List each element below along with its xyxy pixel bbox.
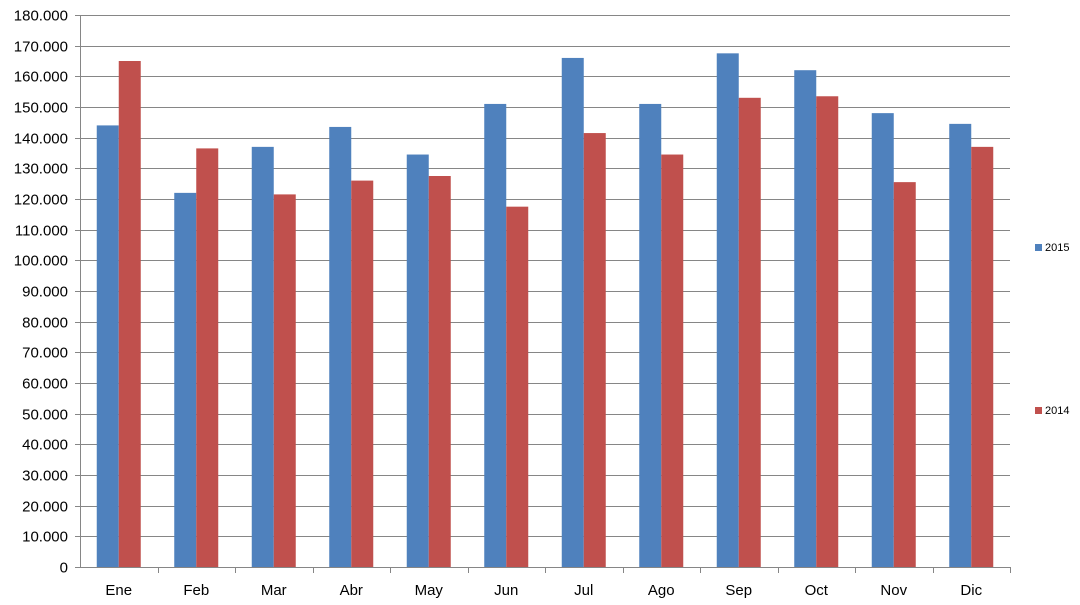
x-tick-label: Sep: [725, 582, 752, 599]
bar-2015-oct: [794, 70, 817, 567]
y-tick-label: 100.000: [14, 253, 68, 270]
legend-label-2014: 2014: [1045, 405, 1069, 417]
x-tick-label: Abr: [340, 582, 363, 599]
x-tick-label: Feb: [183, 582, 209, 599]
bar-2014-feb: [196, 148, 219, 567]
x-tick-label: Ago: [648, 582, 675, 599]
y-tick-label: 30.000: [22, 468, 68, 485]
bar-2014-dic: [971, 146, 994, 567]
x-tick-label: May: [415, 582, 444, 599]
x-tick-label: Mar: [261, 582, 287, 599]
legend: 2015 2014: [1035, 242, 1069, 417]
bar-2015-sep: [716, 53, 739, 568]
bar-2015-ago: [639, 103, 662, 567]
x-tick-label: Jun: [494, 582, 518, 599]
legend-swatch-2014: [1035, 407, 1042, 414]
y-tick-label: 140.000: [14, 131, 68, 148]
bar-2014-ene: [118, 61, 141, 567]
y-tick-label: 80.000: [22, 315, 68, 332]
bar-2015-abr: [329, 126, 352, 567]
gridlines: [80, 15, 1010, 537]
bar-2014-jul: [583, 133, 606, 568]
bar-2015-mar: [251, 146, 274, 567]
bar-2014-abr: [351, 180, 374, 567]
bar-2015-feb: [174, 192, 197, 567]
y-tick-label: 60.000: [22, 376, 68, 393]
bars: [96, 53, 994, 568]
legend-swatch-2015: [1035, 244, 1042, 251]
bar-2015-dic: [949, 123, 972, 567]
bar-2014-oct: [816, 96, 839, 568]
bar-2015-jul: [561, 57, 584, 567]
y-tick-label: 170.000: [14, 39, 68, 56]
x-tick-label: Jul: [574, 582, 593, 599]
y-tick-label: 40.000: [22, 437, 68, 454]
x-axis-tick-labels: Ene Feb Mar Abr May Jun Jul Ago Sep Oct Nov Dic: [105, 582, 982, 599]
x-tick-label: Nov: [880, 582, 907, 599]
bar-2015-may: [406, 154, 429, 568]
x-tick-label: Ene: [105, 582, 132, 599]
y-tick-label: 160.000: [14, 69, 68, 86]
bar-2014-ago: [661, 154, 684, 568]
axes: [75, 15, 1011, 573]
y-tick-label: 120.000: [14, 192, 68, 209]
y-tick-label: 0: [60, 560, 68, 577]
y-tick-label: 20.000: [22, 499, 68, 516]
y-tick-label: 70.000: [22, 345, 68, 362]
y-axis-tick-labels: 0 10.000 20.000 30.000 40.000 50.000 60.000 70.…: [14, 8, 68, 577]
bar-2014-mar: [273, 194, 296, 567]
bar-2014-jun: [506, 206, 529, 567]
y-tick-label: 90.000: [22, 284, 68, 301]
bar-2015-ene: [96, 125, 119, 568]
x-tick-label: Oct: [805, 582, 829, 599]
bar-2015-jun: [484, 103, 507, 567]
bar-2015-nov: [871, 113, 894, 567]
x-tick-label: Dic: [960, 582, 982, 599]
bar-2014-sep: [738, 97, 761, 568]
y-tick-label: 10.000: [22, 529, 68, 546]
y-tick-label: 110.000: [15, 223, 68, 240]
y-tick-label: 130.000: [14, 161, 68, 178]
bar-2014-nov: [893, 182, 916, 567]
bar-2014-may: [428, 176, 451, 567]
y-tick-label: 150.000: [14, 100, 68, 117]
y-tick-label: 180.000: [14, 8, 68, 25]
y-tick-label: 50.000: [22, 407, 68, 424]
legend-label-2015: 2015: [1045, 242, 1069, 254]
